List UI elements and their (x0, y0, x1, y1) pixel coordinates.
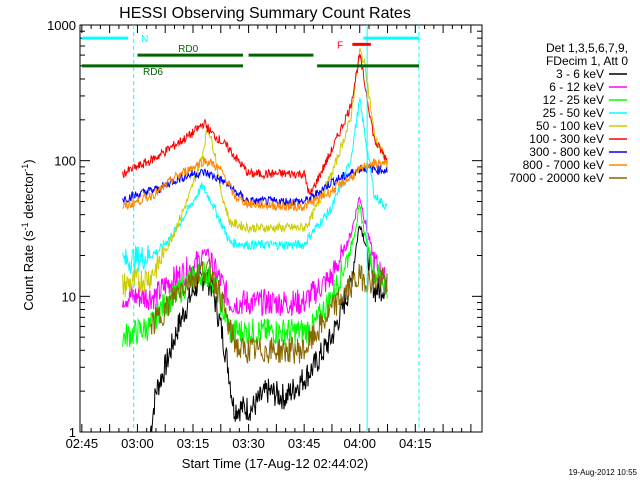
y-axis-label-main: Count Rate (s (21, 230, 36, 311)
x-tick-label: 04:15 (399, 436, 432, 451)
legend-label-4: 25 - 50 keV (543, 106, 604, 120)
annotation-label-n: N (141, 34, 148, 45)
y-axis-label-mid: detector (21, 171, 36, 222)
series-line-2 (122, 196, 388, 317)
x-tick-label: 03:15 (177, 436, 210, 451)
x-tick-label: 03:45 (288, 436, 321, 451)
y-tick-label: 10 (62, 289, 76, 304)
legend-label-6: 100 - 300 keV (529, 132, 604, 146)
series-line-5 (122, 47, 388, 298)
plot-area: 1 10 100 1000 02:45 03:00 03:15 03:30 03:45 04:00… (47, 18, 483, 451)
series-line-6 (122, 53, 388, 196)
y-axis-label-exp-2: -1 (20, 164, 30, 172)
legend: Det 1,3,5,6,7,9,FDecim 1, Att 03 - 6 keV… (509, 41, 628, 185)
y-axis-label-exp-1: -1 (20, 222, 30, 230)
annotation-label-rd0: RD0 (178, 44, 198, 55)
chart-title: HESSI Observing Summary Count Rates (119, 5, 411, 22)
x-axis-label: Start Time (17-Aug-12 02:44:02) (182, 456, 368, 471)
y-axis-label-end: ) (21, 159, 36, 163)
x-tick-label: 02:45 (66, 436, 99, 451)
x-tick-label: 03:00 (121, 436, 154, 451)
x-tick-label: 03:30 (232, 436, 265, 451)
legend-label-8: 800 - 7000 keV (523, 158, 604, 172)
legend-header-line-2: FDecim 1, Att 0 (546, 54, 628, 68)
series-line-3 (122, 203, 388, 348)
series-line-8 (122, 155, 388, 212)
legend-label-3: 12 - 25 keV (543, 93, 604, 107)
legend-label-5: 50 - 100 keV (536, 119, 604, 133)
legend-label-7: 300 - 800 keV (529, 145, 604, 159)
legend-label-2: 6 - 12 keV (549, 80, 604, 94)
y-axis-label: Count Rate (s-1 detector-1) (20, 159, 36, 310)
footer-timestamp: 19-Aug-2012 10:55 (569, 468, 638, 477)
legend-label-9: 7000 - 20000 keV (509, 171, 604, 185)
series-line-9 (149, 258, 388, 364)
annotation-label-rd6: RD6 (143, 67, 163, 78)
y-tick-label: 1 (69, 425, 76, 440)
plot-frame (79, 24, 483, 433)
annotation-label-f: F (337, 40, 343, 51)
legend-label-1: 3 - 6 keV (556, 67, 604, 81)
series-line-1 (149, 225, 388, 433)
legend-header-line-1: Det 1,3,5,6,7,9, (546, 41, 628, 55)
y-tick-label: 1000 (47, 18, 76, 33)
series-line-4 (122, 96, 388, 275)
y-tick-label: 100 (54, 154, 76, 169)
x-tick-label: 04:00 (343, 436, 376, 451)
